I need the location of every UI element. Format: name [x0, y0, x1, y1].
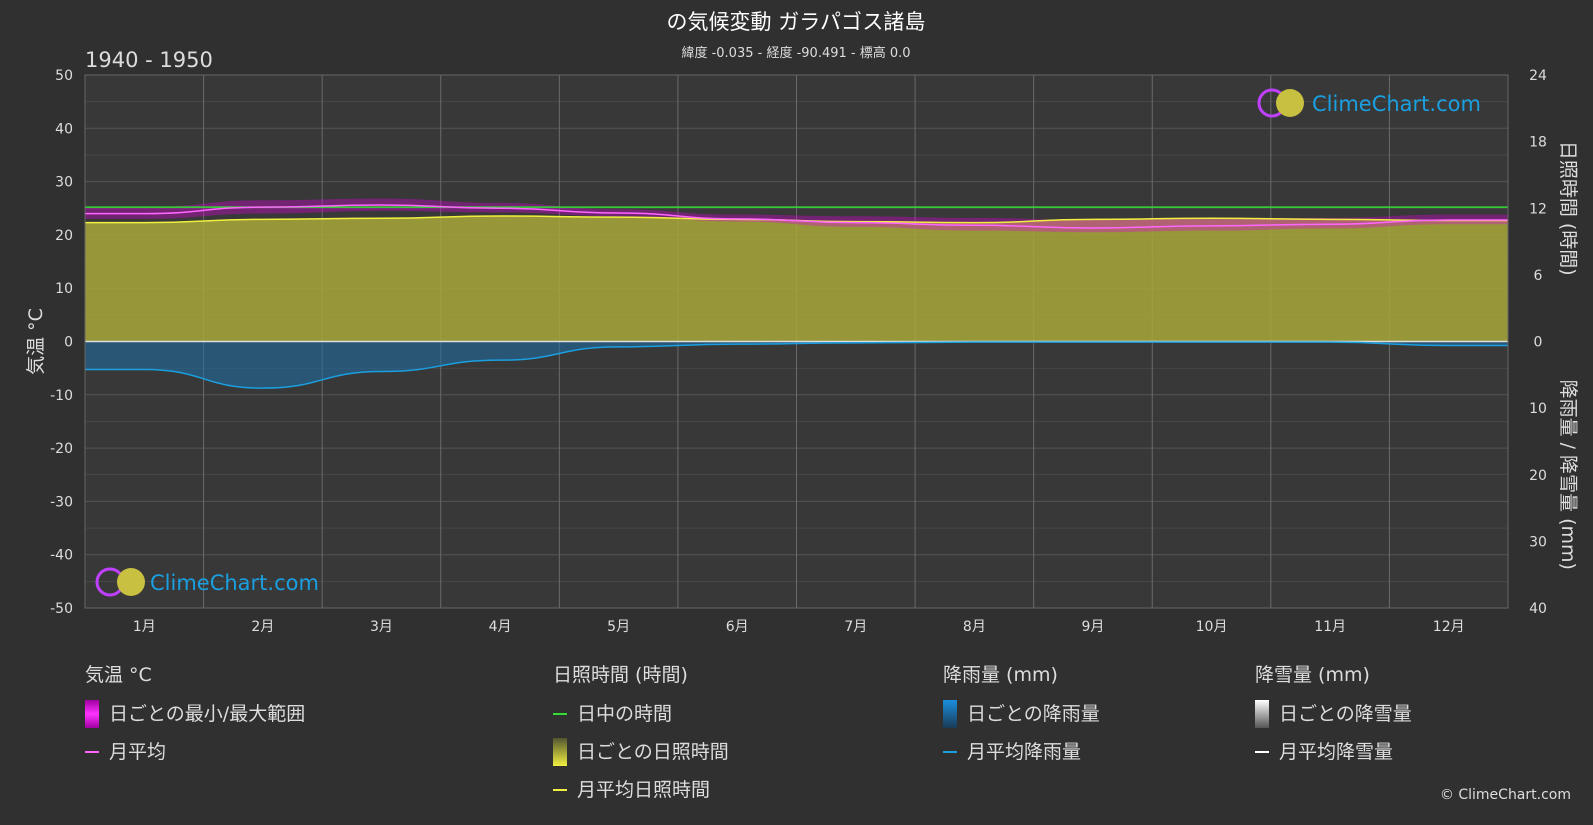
temp-avg-line	[85, 204, 1508, 229]
temp-tick-label: -10	[50, 388, 73, 404]
period-label: 1940 - 1950	[85, 48, 213, 72]
temp-tick-label: -30	[50, 494, 73, 510]
month-label: 4月	[489, 619, 512, 635]
rain-avg-swatch	[943, 751, 957, 753]
rain-swatch	[943, 700, 957, 728]
y-axis-right-bottom-label: 降雨量 / 降雪量 (mm)	[1557, 380, 1579, 570]
legend-item: 月平均	[85, 738, 305, 766]
temp-tick-label: -40	[50, 548, 73, 564]
minmax-swatch	[85, 700, 99, 728]
rain-tick-label: 40	[1529, 601, 1547, 617]
month-label: 11月	[1314, 619, 1346, 635]
legend-rain: 降雨量 (mm) 日ごとの降雨量 月平均降雨量	[943, 660, 1100, 776]
plot-border	[84, 74, 1509, 609]
legend-sun-header: 日照時間 (時間)	[553, 664, 688, 686]
legend-item: 日中の時間	[553, 700, 729, 728]
rain-tick-label: 20	[1529, 468, 1547, 484]
legend-item: 月平均降雪量	[1255, 738, 1412, 766]
rain-avg-line	[85, 341, 1508, 389]
snow-avg-swatch	[1255, 751, 1269, 753]
temp-tick-label: 10	[55, 281, 73, 297]
month-label: 5月	[607, 619, 630, 635]
logo-sun-icon	[1276, 89, 1304, 117]
temp-tick-label: 30	[55, 175, 73, 191]
temp-avg-swatch	[85, 751, 99, 753]
legend-label: 月平均降雪量	[1279, 741, 1394, 763]
month-label: 12月	[1433, 619, 1465, 635]
legend-label: 月平均	[109, 741, 167, 763]
chart-title: の気候変動 ガラパゴス諸島	[667, 10, 926, 34]
month-label: 8月	[963, 619, 986, 635]
month-label: 6月	[726, 619, 749, 635]
legend-sunshine: 日照時間 (時間) 日中の時間 日ごとの日照時間 月平均日照時間	[553, 660, 729, 814]
rain-tick-label: 30	[1529, 534, 1547, 550]
legend-temp-header: 気温 °C	[85, 664, 152, 686]
daylight-swatch	[553, 713, 567, 715]
month-label: 9月	[1081, 619, 1104, 635]
sunshine-area	[85, 216, 1508, 342]
month-label: 2月	[251, 619, 274, 635]
logo-text: ClimeChart.com	[150, 571, 319, 595]
legend-label: 日ごとの日照時間	[577, 741, 729, 763]
legend-snow-header: 降雪量 (mm)	[1255, 664, 1370, 686]
legend-label: 日ごとの最小/最大範囲	[109, 703, 306, 725]
legend-item: 日ごとの降雪量	[1255, 700, 1412, 728]
axes: 50 40 30 20 10 0 -10 -20 -30 -40 -50 24 18 12 6 0 10 20 30…	[25, 68, 1579, 635]
chart-subtitle: 緯度 -0.035 - 経度 -90.491 - 標高 0.0	[681, 45, 910, 61]
month-label: 1月	[133, 619, 156, 635]
snow-swatch	[1255, 700, 1269, 728]
sunshine-tick-label: 6	[1534, 268, 1543, 284]
temp-tick-label: 40	[55, 121, 73, 137]
month-label: 10月	[1196, 619, 1228, 635]
temp-tick-label: 0	[64, 335, 73, 351]
legend-label: 日中の時間	[577, 703, 673, 725]
temp-tick-label: -20	[50, 441, 73, 457]
legend-label: 日ごとの降雨量	[967, 703, 1100, 725]
logo-top: ClimeChart.com	[1257, 88, 1481, 118]
copyright: © ClimeChart.com	[1439, 787, 1571, 803]
sunshine-tick-label: 12	[1529, 201, 1547, 217]
temp-tick-label: 20	[55, 228, 73, 244]
y-axis-right-top-label: 日照時間 (時間)	[1557, 141, 1579, 276]
sunshine-swatch	[553, 738, 567, 766]
y-axis-left-label: 気温 °C	[25, 308, 47, 375]
legend-temperature: 気温 °C 日ごとの最小/最大範囲 月平均	[85, 660, 305, 776]
logo-text: ClimeChart.com	[1312, 92, 1481, 116]
legend-label: 日ごとの降雪量	[1279, 703, 1412, 725]
rain-area	[85, 341, 1508, 389]
sunshine-tick-label: 24	[1529, 68, 1547, 84]
legend-label: 月平均日照時間	[577, 779, 711, 801]
plot-area	[84, 74, 1509, 609]
logo-sun-icon	[117, 568, 145, 596]
sunshine-tick-label: 0	[1534, 335, 1543, 351]
legend-label: 月平均降雨量	[967, 741, 1082, 763]
legend-item: 日ごとの日照時間	[553, 738, 729, 766]
legend-item: 日ごとの降雨量	[943, 700, 1100, 728]
legend-item: 月平均降雨量	[943, 738, 1100, 766]
logo-bottom: ClimeChart.com	[95, 567, 319, 597]
rain-tick-label: 10	[1529, 401, 1547, 417]
temp-tick-label: 50	[55, 68, 73, 84]
month-label: 3月	[370, 619, 393, 635]
legend-snow: 降雪量 (mm) 日ごとの降雪量 月平均降雪量	[1255, 660, 1412, 776]
sunshine-avg-swatch	[553, 789, 567, 791]
month-label: 7月	[844, 619, 867, 635]
legend-item: 月平均日照時間	[553, 776, 729, 804]
sunshine-tick-label: 18	[1529, 135, 1547, 151]
temp-tick-label: -50	[50, 601, 73, 617]
legend-item: 日ごとの最小/最大範囲	[85, 700, 305, 728]
legend-rain-header: 降雨量 (mm)	[943, 664, 1058, 686]
